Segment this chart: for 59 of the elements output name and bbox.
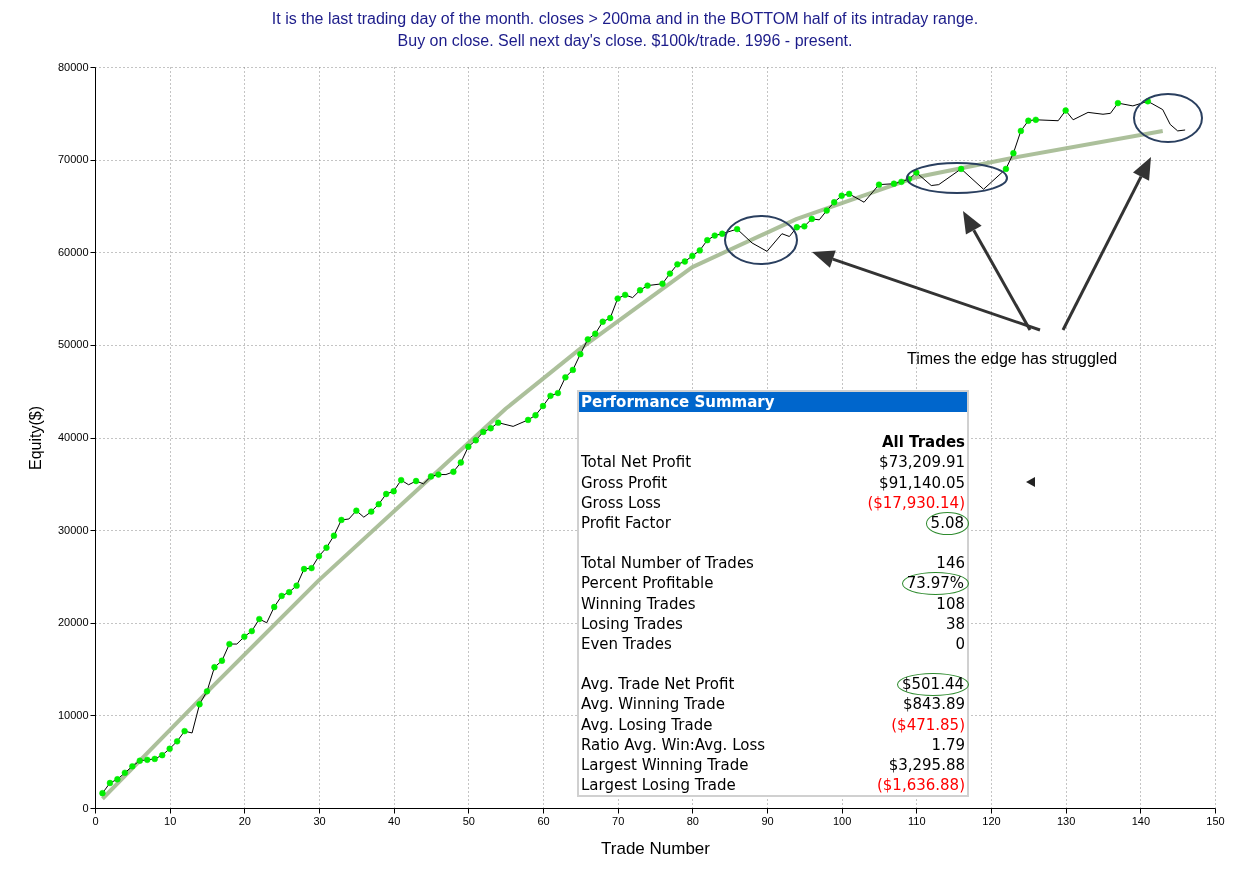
annotation: Percent Profitable xyxy=(581,573,714,594)
annotation: $91,140.05 xyxy=(879,472,965,493)
y-tick-label: 20000 xyxy=(57,616,89,629)
annotation: Winning Trades xyxy=(581,593,696,614)
annotation: Largest Winning Trade xyxy=(581,755,749,776)
x-tick-label: 150 xyxy=(1206,814,1225,827)
x-tick-label: 100 xyxy=(832,814,852,827)
annotation: Even Trades xyxy=(581,634,672,655)
annotation: Avg. Trade Net Profit xyxy=(581,674,735,695)
annotation: ($1,636.88) xyxy=(876,775,965,796)
annotation: Avg. Losing Trade xyxy=(581,714,713,735)
annotation: Losing Trades xyxy=(581,613,683,635)
x-tick-label: 130 xyxy=(1056,814,1076,827)
annotation: Avg. Winning Trade xyxy=(581,694,726,715)
annotation: Gross Profit xyxy=(581,472,668,493)
x-tick-label: 40 xyxy=(388,814,401,827)
y-tick-label: 10000 xyxy=(57,708,89,721)
annotation: $3,295.88 xyxy=(888,755,965,776)
annotation: 108 xyxy=(936,593,965,614)
chart-subtitle: Buy on close. Sell next day's close. $100k/trade. 1996 - present. xyxy=(397,32,853,49)
annotation: $843.89 xyxy=(902,694,965,715)
chart-title: It is the last trading day of the month. closes > 200ma and in the BOTTOM half of its intraday range. xyxy=(271,10,979,27)
annotation: $73,209.91 xyxy=(879,452,965,473)
x-tick-label: 60 xyxy=(537,814,550,827)
y-tick-label: 0 xyxy=(82,801,89,814)
x-axis-title: Trade Number xyxy=(601,838,711,858)
x-tick-label: 50 xyxy=(462,814,475,827)
y-tick-label: 60000 xyxy=(57,245,89,258)
x-tick-label: 140 xyxy=(1131,814,1151,827)
x-tick-label: 20 xyxy=(238,814,251,827)
y-tick-label: 80000 xyxy=(57,60,89,73)
x-tick-label: 90 xyxy=(761,814,774,827)
annotation: 1.79 xyxy=(931,734,965,756)
y-tick-label: 30000 xyxy=(57,523,89,536)
annotation: All Trades xyxy=(880,432,966,453)
annotation: Ratio Avg. Win:Avg. Loss xyxy=(581,734,766,756)
x-tick-label: 120 xyxy=(982,814,1001,827)
annotation: Profit Factor xyxy=(581,513,671,534)
y-tick-label: 40000 xyxy=(57,431,89,443)
y-tick-label: 70000 xyxy=(57,153,89,166)
annotation: Gross Loss xyxy=(581,492,661,514)
annotation: 38 xyxy=(945,613,965,635)
x-tick-label: 80 xyxy=(686,814,699,827)
y-tick-label: 50000 xyxy=(57,338,89,351)
y-axis-title: Equity($) xyxy=(26,405,44,471)
x-tick-label: 110 xyxy=(908,814,926,827)
x-tick-label: 10 xyxy=(164,814,177,827)
annotation: ($471.85) xyxy=(891,714,965,735)
x-tick-label: 0 xyxy=(92,814,99,827)
header-banner: Performance Summary xyxy=(579,392,967,413)
annotation: Largest Losing Trade xyxy=(581,775,736,796)
annotation: Total Net Profit xyxy=(581,452,692,473)
annotation: Total Number of Trades xyxy=(581,553,754,574)
annotation: 0 xyxy=(955,634,965,655)
annotation: ($17,930.14) xyxy=(867,492,965,514)
x-tick-label: 70 xyxy=(612,814,625,827)
annotation: 146 xyxy=(936,553,965,574)
annotation: Times the edge has struggled xyxy=(907,350,1118,368)
x-tick-label: 30 xyxy=(313,814,326,827)
